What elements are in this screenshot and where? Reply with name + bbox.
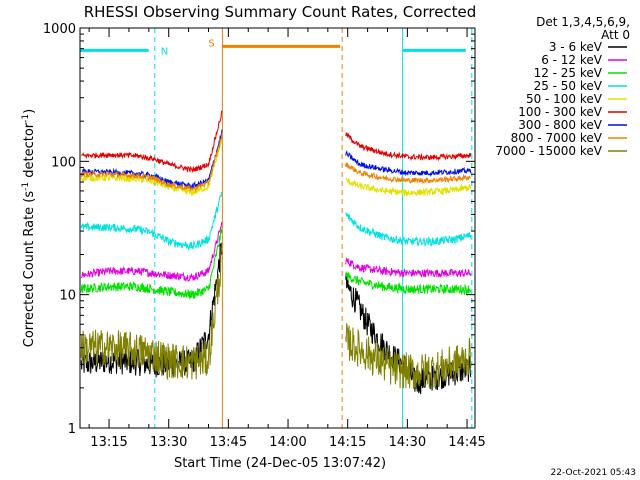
series-layer — [80, 110, 472, 395]
x-tick-label: 14:00 — [269, 435, 306, 450]
series-line-50-100-kev-seg1 — [345, 177, 472, 198]
legend-label: 12 - 25 keV — [534, 66, 603, 80]
night-label: N — [161, 46, 168, 57]
chart-title: RHESSI Observing Summary Count Rates, Co… — [84, 3, 477, 21]
axis-layer: 13:15 13:30 13:45 14:00 14:15 14:30 14:45 1 10 10… — [43, 22, 486, 450]
y-tick-label: 100 — [51, 155, 76, 170]
y-axis-label-end: ) — [22, 109, 37, 114]
series-line-100-300-kev-seg1 — [345, 132, 472, 162]
y-tick-label: 1 — [68, 422, 76, 437]
generation-timestamp: 22-Oct-2021 05:43 — [551, 468, 636, 478]
legend-label: 25 - 50 keV — [534, 79, 603, 93]
legend-header-line-1: Det 1,3,4,5,6,9, — [536, 15, 630, 29]
series-line-25-50-kev-seg0 — [80, 191, 223, 251]
legend-label: 800 - 7000 keV — [511, 131, 603, 145]
series-line-100-300-kev-seg0 — [81, 110, 223, 174]
legend-label: 50 - 100 keV — [526, 92, 603, 106]
series-line-25-50-kev-seg1 — [345, 212, 472, 247]
y-tick-label: 1000 — [43, 22, 76, 37]
series-line-6-12-kev-seg1 — [345, 256, 472, 279]
legend-label: 300 - 800 keV — [518, 118, 602, 132]
x-tick-label: 13:30 — [150, 435, 187, 450]
y-tick-label: 10 — [59, 289, 76, 304]
series-line-50-100-kev-seg0 — [80, 139, 223, 197]
legend-label: 6 - 12 keV — [541, 53, 603, 67]
x-tick-label: 14:15 — [329, 435, 366, 450]
legend-header-line-2: Att 0 — [601, 28, 630, 42]
series-line-300-800-kev-seg0 — [80, 129, 223, 190]
legend-label: 3 - 6 keV — [549, 40, 603, 54]
legend-label: 100 - 300 keV — [518, 105, 602, 119]
x-tick-label: 13:45 — [210, 435, 247, 450]
series-line-3-6-kev-seg0 — [80, 242, 223, 378]
plot-frame — [79, 27, 476, 429]
y-axis-label-mid: detector — [22, 122, 37, 182]
y-axis-label-sup2: -1 — [21, 114, 31, 123]
y-axis-label: Corrected Count Rate (s-1 detector-1) — [21, 109, 37, 347]
saa-label: S — [208, 38, 214, 49]
legend-label: 7000 - 15000 keV — [495, 144, 602, 158]
x-tick-label: 13:15 — [90, 435, 127, 450]
y-axis-label-main: Corrected Count Rate (s — [22, 191, 37, 348]
x-tick-label: 14:45 — [448, 435, 485, 450]
x-axis-label: Start Time (24-Dec-05 13:07:42) — [174, 456, 386, 471]
series-line-6-12-kev-seg0 — [80, 221, 223, 282]
series-line-12-25-kev-seg0 — [80, 228, 223, 301]
series-line-12-25-kev-seg1 — [345, 272, 472, 296]
y-axis-label-sup1: -1 — [21, 182, 31, 191]
series-line-7000-15000-kev-seg0 — [80, 247, 223, 381]
x-tick-label: 14:30 — [389, 435, 426, 450]
series-line-800-7000-kev-seg1 — [345, 162, 472, 185]
series-line-7000-15000-kev-seg1 — [345, 323, 472, 390]
series-line-800-7000-kev-seg0 — [80, 133, 223, 193]
series-line-300-800-kev-seg1 — [345, 150, 472, 177]
